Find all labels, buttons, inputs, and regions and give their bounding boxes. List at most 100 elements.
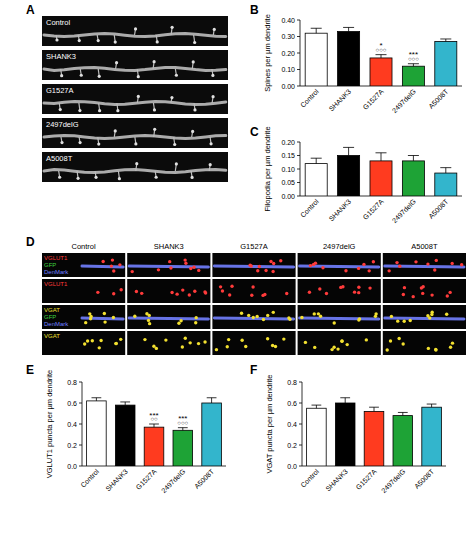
image-panel: DControlSHANK3G1527A2497delGA5008TVGLUT1… xyxy=(26,235,466,355)
bar xyxy=(335,403,355,466)
error-bar xyxy=(440,39,451,41)
tick-label: 0.05 xyxy=(281,179,295,186)
puncta xyxy=(430,311,433,314)
puncta xyxy=(357,286,360,289)
tick-label: 0.2 xyxy=(287,442,297,449)
spine-head xyxy=(80,74,83,77)
puncta xyxy=(285,292,288,295)
puncta xyxy=(244,345,247,348)
tick xyxy=(79,403,82,404)
puncta xyxy=(112,269,115,272)
puncta xyxy=(434,348,437,351)
column-head: SHANK3 xyxy=(154,242,184,251)
puncta xyxy=(427,347,430,350)
puncta xyxy=(147,319,150,322)
micrograph xyxy=(127,279,210,303)
error-stem xyxy=(316,158,317,163)
y-axis xyxy=(300,142,301,196)
micrograph xyxy=(298,305,381,329)
puncta xyxy=(145,312,148,315)
spine-head xyxy=(191,130,194,133)
category-label: A5008T xyxy=(193,467,216,490)
spine-head xyxy=(135,162,138,165)
error-bar xyxy=(312,405,322,408)
error-bar xyxy=(340,398,350,403)
error-stem xyxy=(445,168,446,173)
error-cap xyxy=(440,167,451,168)
error-stem xyxy=(431,404,432,407)
puncta xyxy=(341,285,344,288)
error-cap xyxy=(408,63,419,64)
puncta xyxy=(308,291,311,294)
puncta xyxy=(262,318,265,321)
error-stem xyxy=(125,402,126,405)
bar xyxy=(307,408,327,466)
puncta xyxy=(114,342,117,345)
bar xyxy=(87,401,107,466)
category-label: G1527A xyxy=(362,88,385,111)
micrograph xyxy=(42,16,228,46)
puncta xyxy=(344,269,347,272)
puncta xyxy=(112,292,115,295)
tick-label: 0.8 xyxy=(67,379,77,386)
micrograph xyxy=(383,305,466,329)
error-cap xyxy=(311,28,322,29)
panel-letter: E xyxy=(26,363,34,377)
puncta xyxy=(193,290,196,293)
error-cap xyxy=(369,407,379,408)
tick xyxy=(299,445,302,446)
tick-label: 0.4 xyxy=(287,421,297,428)
bar xyxy=(393,416,413,466)
tick-label: 0.00 xyxy=(281,193,295,200)
dendrite xyxy=(82,266,123,267)
tick-label: 0.6 xyxy=(67,400,77,407)
puncta xyxy=(111,258,114,261)
puncta xyxy=(188,341,191,344)
bar xyxy=(202,403,222,466)
tick-label: 0.6 xyxy=(287,400,297,407)
micrograph xyxy=(127,305,210,329)
channel-label: VGAT xyxy=(44,307,60,313)
category-label: SHANK3 xyxy=(328,198,353,223)
micrograph xyxy=(42,331,125,355)
tick xyxy=(297,86,300,87)
puncta xyxy=(365,338,368,341)
spine-head xyxy=(190,176,193,179)
puncta xyxy=(181,345,184,348)
puncta xyxy=(317,312,320,315)
puncta xyxy=(314,261,317,264)
puncta xyxy=(263,293,266,296)
bar xyxy=(370,161,392,196)
tick-label: 0.10 xyxy=(281,66,295,73)
error-stem xyxy=(154,424,155,427)
spine-head xyxy=(76,177,79,180)
tick xyxy=(299,424,302,425)
tick xyxy=(297,142,300,143)
panel-letter: C xyxy=(250,125,259,139)
spine-head xyxy=(60,74,63,77)
puncta xyxy=(402,320,405,323)
category-label: G1527A xyxy=(362,198,385,221)
image-label: SHANK3 xyxy=(46,52,76,61)
puncta xyxy=(287,316,290,319)
puncta xyxy=(420,286,423,289)
category-label: Control xyxy=(299,87,320,108)
puncta xyxy=(164,338,167,341)
spine-head xyxy=(153,128,156,131)
bar xyxy=(115,405,135,466)
spine-head xyxy=(98,109,101,112)
bar xyxy=(364,411,384,466)
puncta xyxy=(321,266,324,269)
bar xyxy=(173,430,193,466)
chart-panel: B0.000.100.200.300.40ControlSHANK3G1527A… xyxy=(250,3,462,114)
image-label: G1527A xyxy=(46,86,74,95)
column-head: G1527A xyxy=(240,242,268,251)
tick xyxy=(297,36,300,37)
puncta xyxy=(140,292,143,295)
puncta xyxy=(412,295,415,298)
spine-head xyxy=(209,163,212,166)
category-label: 2497delG xyxy=(391,198,417,224)
panel-letter: F xyxy=(250,363,257,377)
spine-head xyxy=(170,96,173,99)
error-bar xyxy=(311,28,322,33)
